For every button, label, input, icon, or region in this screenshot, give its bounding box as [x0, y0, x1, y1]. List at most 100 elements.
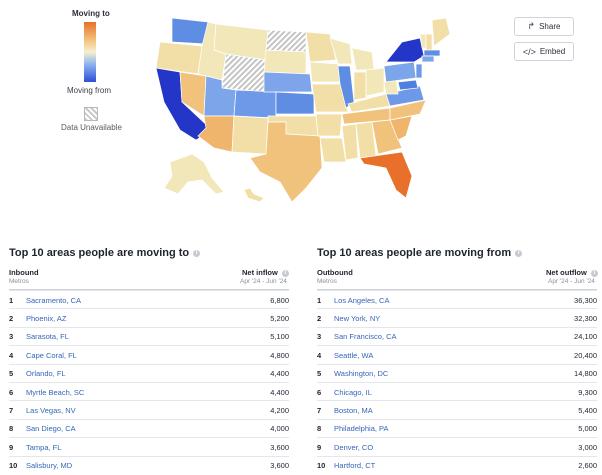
rank-number: 6 — [9, 387, 14, 397]
metro-link[interactable]: Las Vegas, NV — [26, 405, 76, 415]
net-value: 4,400 — [270, 369, 289, 379]
inbound-col-left-sub: Metros — [9, 278, 29, 285]
metro-link[interactable]: Philadelphia, PA — [334, 424, 389, 434]
inbound-col-right: Net inflow i — [242, 268, 289, 277]
state-maine — [431, 17, 450, 47]
table-row[interactable]: 6 Chicago, IL 9,300 — [317, 382, 597, 401]
info-icon[interactable]: i — [590, 269, 598, 277]
rank-number: 3 — [9, 332, 14, 342]
net-value: 5,000 — [578, 424, 597, 434]
rank-number: 2 — [9, 313, 14, 323]
net-value: 3,600 — [270, 461, 289, 471]
state-connecticut — [421, 55, 435, 63]
table-row[interactable]: 9 Denver, CO 3,000 — [317, 437, 597, 456]
table-row[interactable]: 8 Philadelphia, PA 5,000 — [317, 418, 597, 438]
table-row[interactable]: 5 Orlando, FL 4,400 — [9, 363, 289, 383]
rank-number: 6 — [317, 387, 322, 397]
inbound-table-title: Top 10 areas people are moving to i — [9, 247, 201, 259]
info-icon[interactable]: i — [281, 269, 289, 277]
share-button-label: Share — [539, 22, 561, 31]
table-row[interactable]: 2 New York, NY 32,300 — [317, 308, 597, 327]
net-value: 6,800 — [270, 295, 289, 305]
info-icon[interactable]: i — [193, 249, 201, 257]
state-new-york — [385, 37, 425, 63]
rank-number: 8 — [9, 424, 14, 434]
state-pennsylvania — [383, 61, 417, 83]
state-arizona — [197, 115, 235, 153]
metro-link[interactable]: Sarasota, FL — [26, 332, 69, 342]
net-value: 2,600 — [578, 461, 597, 471]
outbound-col-right: Net outflow i — [546, 268, 598, 277]
net-value: 4,400 — [270, 387, 289, 397]
table-row[interactable]: 6 Myrtle Beach, SC 4,400 — [9, 382, 289, 401]
share-arrow-icon: ↱ — [527, 21, 536, 31]
metro-link[interactable]: Phoenix, AZ — [26, 313, 67, 323]
metro-link[interactable]: Los Angeles, CA — [334, 295, 390, 305]
state-new-hampshire — [425, 33, 433, 51]
metro-link[interactable]: Chicago, IL — [334, 387, 372, 397]
state-new-mexico — [231, 115, 269, 155]
outbound-table-title: Top 10 areas people are moving from i — [317, 247, 523, 259]
metro-link[interactable]: San Diego, CA — [26, 424, 76, 434]
embed-button-label: Embed — [539, 47, 566, 56]
state-nebraska — [263, 71, 313, 93]
table-row[interactable]: 1 Los Angeles, CA 36,300 — [317, 290, 597, 309]
state-kansas — [275, 91, 315, 115]
embed-button[interactable]: </> Embed — [514, 42, 574, 61]
net-value: 5,400 — [578, 405, 597, 415]
state-louisiana — [319, 137, 347, 163]
state-minnesota — [305, 31, 337, 63]
metro-link[interactable]: New York, NY — [334, 313, 381, 323]
table-row[interactable]: 5 Washington, DC 14,800 — [317, 363, 597, 383]
state-arkansas — [315, 113, 343, 137]
state-south-dakota — [263, 49, 307, 75]
metro-link[interactable]: San Francisco, CA — [334, 332, 397, 342]
rank-number: 5 — [317, 369, 322, 379]
metro-link[interactable]: Hartford, CT — [334, 461, 376, 471]
rank-number: 10 — [9, 461, 18, 471]
rank-number: 2 — [317, 313, 322, 323]
table-row[interactable]: 1 Sacramento, CA 6,800 — [9, 290, 289, 309]
metro-link[interactable]: Salisbury, MD — [26, 461, 73, 471]
rank-number: 4 — [317, 350, 322, 360]
data-unavailable-label: Data Unavailable — [61, 123, 122, 132]
inbound-header-divider — [9, 289, 289, 290]
table-row[interactable]: 3 Sarasota, FL 5,100 — [9, 326, 289, 346]
metro-link[interactable]: Washington, DC — [334, 369, 389, 379]
table-row[interactable]: 10 Salisbury, MD 3,600 — [9, 455, 289, 475]
metro-link[interactable]: Myrtle Beach, SC — [26, 387, 85, 397]
metro-link[interactable]: Seattle, WA — [334, 350, 374, 360]
legend-moving-from-label: Moving from — [67, 86, 112, 95]
table-row[interactable]: 10 Hartford, CT 2,600 — [317, 455, 597, 475]
metro-link[interactable]: Orlando, FL — [26, 369, 66, 379]
state-michigan — [351, 47, 375, 71]
table-row[interactable]: 9 Tampa, FL 3,600 — [9, 437, 289, 456]
table-row[interactable]: 4 Seattle, WA 20,400 — [317, 345, 597, 364]
metro-link[interactable]: Tampa, FL — [26, 442, 62, 452]
state-massachusetts — [423, 49, 441, 57]
table-row[interactable]: 4 Cape Coral, FL 4,800 — [9, 345, 289, 364]
outbound-col-left: Outbound — [317, 268, 353, 277]
state-georgia — [371, 119, 403, 155]
state-colorado — [233, 89, 277, 119]
table-row[interactable]: 8 San Diego, CA 4,000 — [9, 418, 289, 438]
legend-moving-to-label: Moving to — [72, 9, 110, 18]
metro-link[interactable]: Cape Coral, FL — [26, 350, 77, 360]
outbound-col-left-sub: Metros — [317, 278, 337, 285]
table-row[interactable]: 2 Phoenix, AZ 5,200 — [9, 308, 289, 327]
share-button[interactable]: ↱ Share — [514, 17, 574, 36]
table-row[interactable]: 3 San Francisco, CA 24,100 — [317, 326, 597, 346]
state-hawaii — [243, 187, 265, 203]
table-row[interactable]: 7 Las Vegas, NV 4,200 — [9, 400, 289, 419]
us-migration-map[interactable] — [150, 12, 450, 208]
state-wyoming — [221, 53, 267, 93]
table-row[interactable]: 7 Boston, MA 5,400 — [317, 400, 597, 419]
outbound-col-right-sub: Apr '24 - Jun '24 — [548, 278, 595, 285]
metro-link[interactable]: Boston, MA — [334, 405, 373, 415]
state-missouri — [311, 83, 349, 113]
metro-link[interactable]: Denver, CO — [334, 442, 374, 452]
info-icon[interactable]: i — [515, 249, 523, 257]
state-florida — [359, 151, 413, 199]
net-value: 4,800 — [270, 350, 289, 360]
metro-link[interactable]: Sacramento, CA — [26, 295, 82, 305]
